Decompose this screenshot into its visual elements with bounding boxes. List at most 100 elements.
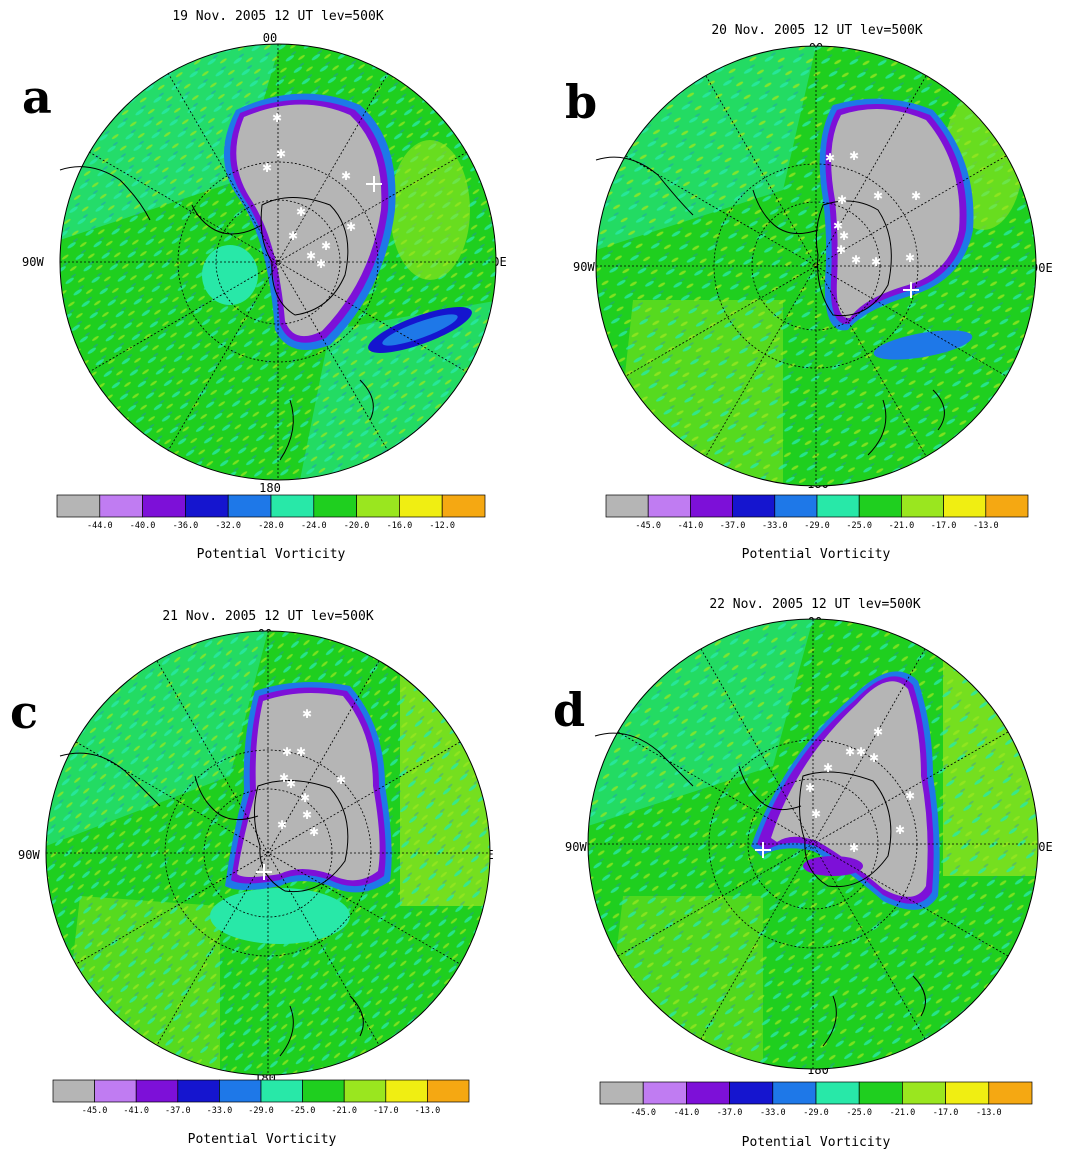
colorbar-swatch — [343, 1079, 387, 1103]
colorbar-tick-label: -16.0 — [387, 521, 413, 531]
svg-text:✱: ✱ — [895, 823, 905, 837]
colorbar: -45.0 -41.0 -37.0 -33.0 -29.0 -25.0 -21.0 -17.0… — [599, 1081, 1033, 1118]
cross-marker — [366, 176, 382, 192]
svg-text:✱: ✱ — [296, 745, 306, 759]
colorbar-tick-label: -25.0 — [846, 1108, 872, 1118]
colorbar-swatch — [385, 1079, 428, 1103]
colorbar-tick-label: -33.0 — [207, 1106, 233, 1116]
svg-text:✱: ✱ — [825, 151, 835, 165]
colorbar-swatch — [302, 1079, 345, 1103]
svg-text:✱: ✱ — [279, 771, 289, 785]
colorbar-tick-label: -25.0 — [846, 521, 872, 531]
colorbar-tick-label: -17.0 — [373, 1106, 399, 1116]
panel-title: 20 Nov. 2005 12 UT lev=500K — [711, 23, 922, 38]
colorbar-tick-label: -36.0 — [173, 521, 199, 531]
lon-label-180: 180 — [259, 481, 281, 495]
map-boundary — [595, 45, 1037, 487]
colorbar-title: Potential Vorticity — [742, 1135, 891, 1150]
colorbar-swatch — [260, 1079, 303, 1103]
svg-text:✱: ✱ — [851, 253, 861, 267]
colorbar-tick-label: -37.0 — [165, 1106, 191, 1116]
colorbar-swatch — [774, 494, 818, 518]
colorbar-tick-label: -29.0 — [804, 521, 830, 531]
colorbar-swatch — [356, 494, 400, 518]
colorbar-swatch — [270, 494, 315, 518]
panel-b: 20 Nov. 2005 12 UT lev=500K 00 90W 90E 1… — [533, 0, 1067, 575]
colorbar-tick-label: -21.0 — [331, 1106, 357, 1116]
colorbar-tick-label: -40.0 — [130, 521, 156, 531]
panel-title: 19 Nov. 2005 12 UT lev=500K — [172, 9, 383, 24]
colorbar-tick-label: -29.0 — [803, 1108, 829, 1118]
coastlines — [59, 752, 364, 1057]
coastlines — [59, 166, 374, 461]
colorbar-swatch — [185, 494, 229, 518]
coastlines — [595, 156, 945, 456]
svg-text:✱: ✱ — [837, 193, 847, 207]
colorbar-swatch — [647, 494, 691, 518]
panel-a: 19 Nov. 2005 12 UT lev=500K 00 90W 90E 1… — [0, 0, 533, 575]
lat-lon-grid — [588, 619, 1038, 1069]
colorbar-tick-label: -20.0 — [344, 521, 370, 531]
colorbar-swatch — [605, 494, 649, 518]
map-boundary — [587, 618, 1039, 1070]
colorbar-tick-label: -17.0 — [933, 1108, 959, 1118]
panel-letter: d — [553, 683, 585, 737]
cross-marker — [256, 864, 272, 880]
lat-lon-grid — [46, 631, 490, 1075]
svg-text:✱: ✱ — [346, 220, 356, 234]
colorbar-tick-label: -21.0 — [890, 1108, 916, 1118]
colorbar-swatch — [729, 1081, 774, 1105]
svg-text:✱: ✱ — [873, 725, 883, 739]
cross-marker — [755, 842, 771, 858]
colorbar-tick-label: -24.0 — [301, 521, 327, 531]
colorbar-tick-label: -12.0 — [429, 521, 455, 531]
svg-text:✱: ✱ — [272, 111, 282, 125]
colorbar-tick-label: -44.0 — [87, 521, 113, 531]
colorbar-swatch — [945, 1081, 990, 1105]
colorbar-title: Potential Vorticity — [188, 1132, 337, 1147]
svg-text:✱: ✱ — [309, 825, 319, 839]
colorbar-swatch — [816, 494, 860, 518]
svg-text:✱: ✱ — [849, 149, 859, 163]
colorbar-swatch — [94, 1079, 137, 1103]
map-boundary — [59, 43, 497, 481]
svg-text:✱: ✱ — [873, 189, 883, 203]
colorbar-tick-label: -33.0 — [760, 1108, 786, 1118]
panel-letter: c — [10, 685, 38, 739]
colorbar-swatch — [135, 1079, 179, 1103]
lat-lon-grid — [60, 44, 496, 480]
colorbar-swatch — [99, 494, 143, 518]
colorbar: -44.0 -40.0 -36.0 -32.0 -28.0 -24.0 -20.0 -16.0… — [56, 494, 486, 531]
svg-text:✱: ✱ — [836, 243, 846, 257]
colorbar-tick-label: -41.0 — [678, 521, 704, 531]
colorbar-title: Potential Vorticity — [197, 547, 346, 562]
svg-text:✱: ✱ — [845, 745, 855, 759]
colorbar-swatch — [901, 494, 944, 518]
coastlines — [594, 732, 926, 1047]
colorbar-swatch — [56, 494, 101, 518]
colorbar: -45.0 -41.0 -37.0 -33.0 -29.0 -25.0 -21.0 -17.0… — [605, 494, 1029, 531]
svg-text:✱: ✱ — [286, 777, 296, 791]
svg-text:✱: ✱ — [300, 791, 310, 805]
colorbar-swatch — [142, 494, 186, 518]
lon-label-90w: 90W — [22, 255, 44, 269]
colorbar-title: Potential Vorticity — [742, 547, 891, 562]
colorbar-tick-label: -17.0 — [931, 521, 957, 531]
lon-label-00: 00 — [263, 31, 277, 45]
colorbar-swatch — [177, 1079, 220, 1103]
colorbar-tick-label: -29.0 — [248, 1106, 274, 1116]
panel-d: 22 Nov. 2005 12 UT lev=500K 00 90W 90E 1… — [533, 576, 1067, 1151]
svg-text:✱: ✱ — [277, 818, 287, 832]
colorbar-swatch — [642, 1081, 687, 1105]
lat-lon-grid — [596, 46, 1036, 486]
svg-text:✱: ✱ — [905, 251, 915, 265]
panel-letter: a — [22, 70, 52, 124]
colorbar-tick-label: -13.0 — [415, 1106, 441, 1116]
lon-label-90w: 90W — [565, 840, 587, 854]
svg-text:✱: ✱ — [306, 249, 316, 263]
colorbar-tick-label: -32.0 — [215, 521, 241, 531]
station-markers: ✱✱✱ ✱✱✱ ✱✱✱ ✱ — [262, 111, 356, 271]
panel-c: 21 Nov. 2005 12 UT lev=500K 00 90W 90E 1… — [0, 576, 533, 1151]
svg-text:✱: ✱ — [302, 707, 312, 721]
colorbar-swatch — [399, 494, 443, 518]
